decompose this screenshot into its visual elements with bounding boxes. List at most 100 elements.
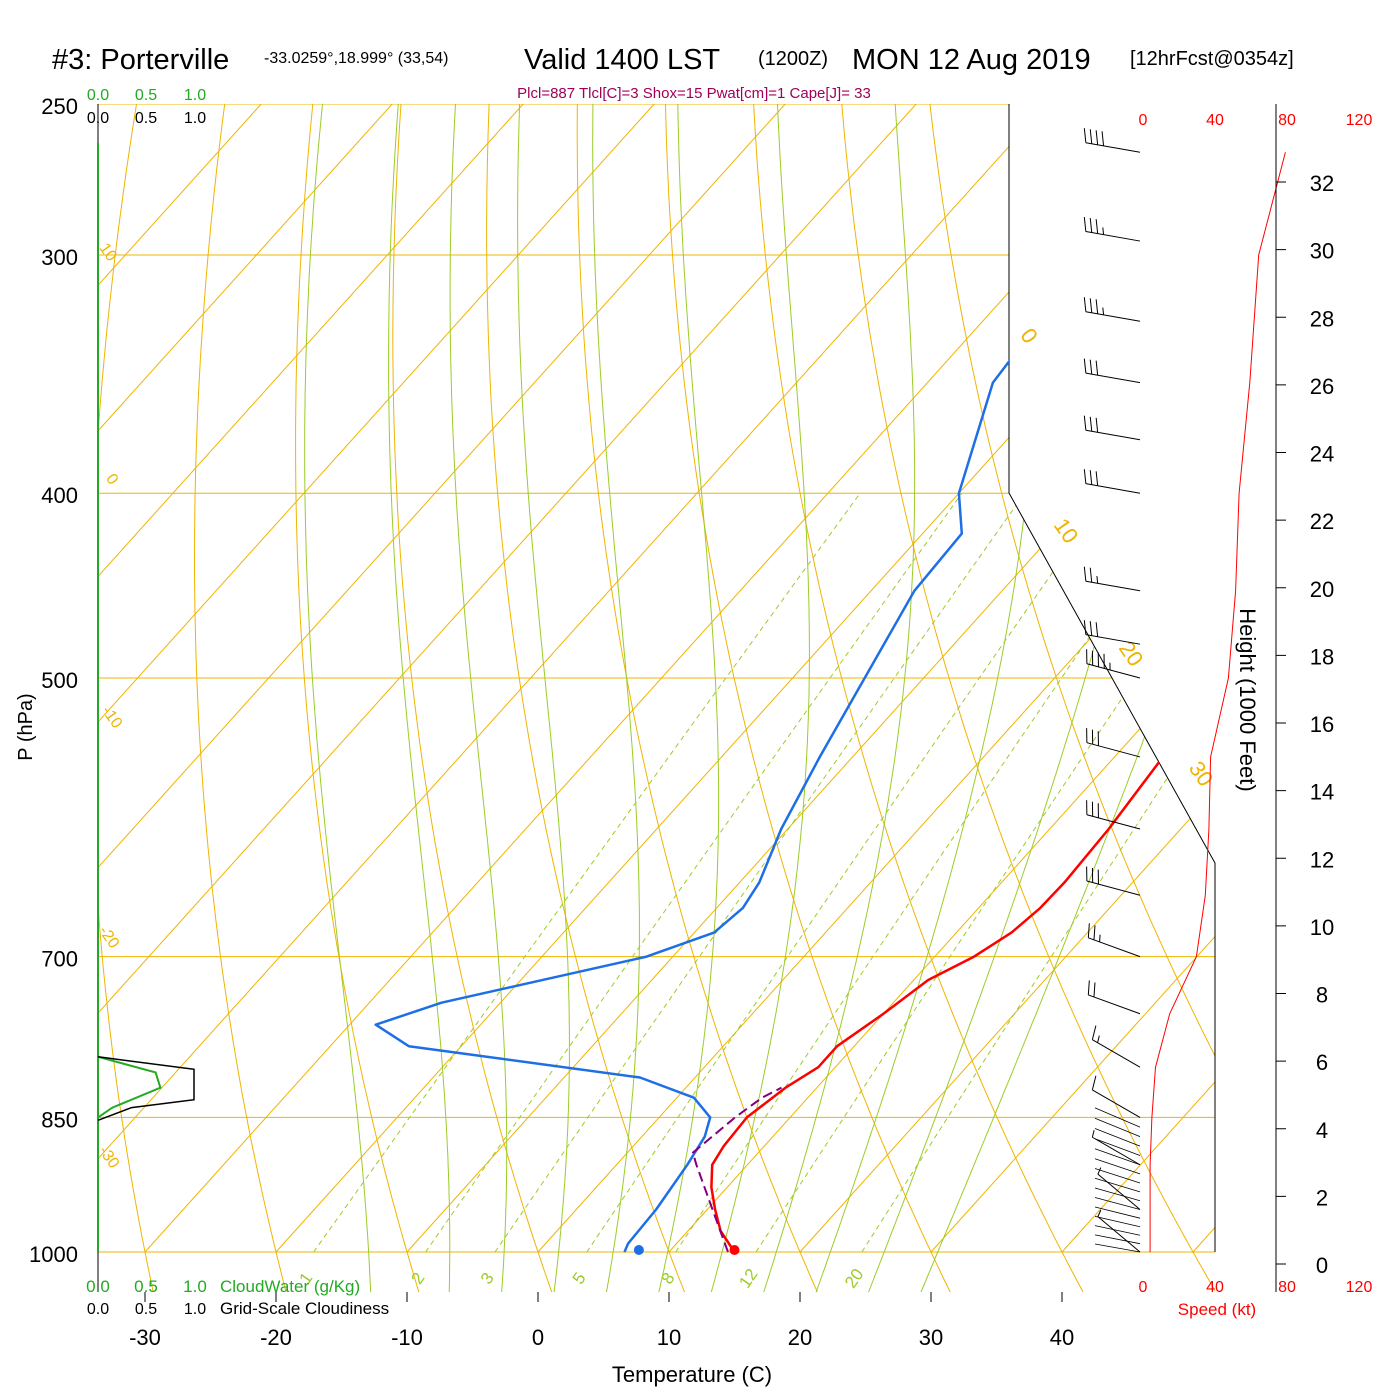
cloudiness-label: Grid-Scale Cloudiness	[220, 1299, 389, 1318]
wind-speed-profile	[1149, 152, 1286, 1252]
barb-staff-low	[1094, 1117, 1141, 1138]
dry-adiabat	[392, 104, 553, 1292]
barb-staff-low	[1094, 1215, 1141, 1228]
top-black-scale: 0.0	[87, 110, 109, 127]
dry-adiabat-label: 30	[1184, 757, 1219, 791]
height-tick-label: 14	[1310, 780, 1334, 805]
barb-full	[1095, 219, 1099, 234]
dewpoint-profile	[374, 152, 1130, 1253]
wind-barb	[1097, 1167, 1141, 1210]
barb-full	[1089, 567, 1093, 583]
wind-barb	[1083, 620, 1141, 645]
barb-staff	[1086, 814, 1141, 830]
barb-half	[1097, 1209, 1102, 1217]
barb-full	[1083, 469, 1087, 484]
dry-adiabat	[925, 104, 1215, 1292]
p-tick-label: 250	[41, 94, 78, 119]
speed-tick-top: 120	[1346, 112, 1373, 129]
isotherm-line	[406, 104, 1215, 1253]
moist-adiabat	[920, 104, 1215, 1292]
barb-full	[1083, 128, 1087, 143]
wind-barb	[1086, 728, 1141, 758]
barb-staff-low	[1094, 1168, 1141, 1184]
barb-full	[1095, 622, 1099, 637]
barb-staff	[1085, 580, 1141, 592]
parcel-profile	[691, 1086, 782, 1253]
barb-staff	[1085, 142, 1141, 153]
barb-full	[1083, 620, 1087, 635]
wind-barb	[1083, 297, 1141, 322]
barb-full	[1083, 415, 1087, 431]
dry-adiabat	[751, 104, 1084, 1292]
barb-half	[1102, 227, 1105, 235]
wind-barb	[1087, 980, 1141, 1015]
barb-full	[1083, 297, 1087, 312]
dry-adiabat	[194, 104, 287, 1292]
barb-staff	[1085, 429, 1141, 441]
barb-staff-low	[1094, 1206, 1141, 1219]
height-tick-label: 18	[1310, 644, 1334, 669]
barb-half	[1102, 307, 1105, 315]
sounding-lines	[374, 151, 1215, 1253]
barb-staff	[1085, 311, 1141, 322]
dry-adiabat-label: 0	[102, 471, 121, 488]
isotherm-line	[1324, 104, 1400, 1252]
speed-tick-bottom: 120	[1346, 1279, 1373, 1296]
barb-full	[1089, 298, 1093, 313]
barb-staff-low	[1094, 1148, 1141, 1166]
barb-full	[1089, 218, 1093, 233]
barb-full	[1089, 129, 1093, 144]
cloudwater-profile	[97, 1055, 162, 1119]
isotherm-line	[98, 104, 786, 1253]
height-tick-label: 0	[1316, 1253, 1328, 1278]
barb-staff-low	[1094, 1225, 1141, 1236]
barb-staff	[1085, 372, 1141, 384]
barb-full	[1095, 360, 1099, 376]
dry-adiabat	[664, 104, 951, 1292]
barb-full	[1083, 216, 1087, 232]
barb-staff-low	[1094, 1197, 1141, 1210]
mixing-ratio-line	[675, 492, 1189, 1253]
height-tick-label: 8	[1316, 983, 1328, 1008]
barb-staff	[1092, 1089, 1141, 1118]
barb-staff	[1086, 742, 1141, 758]
wind-barb	[1091, 1130, 1141, 1166]
wind-barb	[1086, 649, 1141, 679]
speed-tick-top: 0	[1139, 112, 1148, 129]
mixing-ratio-label: 5	[569, 1269, 590, 1288]
x-tick-label: 10	[657, 1325, 681, 1350]
height-tick-label: 10	[1310, 915, 1334, 940]
isotherm-line	[930, 104, 1215, 1253]
isotherm-line	[1192, 104, 1215, 1253]
isotherm-line	[98, 104, 655, 1253]
wind-barb	[1083, 469, 1141, 494]
bottom-black-scale: 0.5	[135, 1301, 157, 1318]
moist-adiabat	[710, 104, 810, 1292]
barb-full	[1083, 566, 1087, 582]
dry-adiabat	[1275, 70, 1400, 1292]
y2-axis-title: Height (1000 Feet)	[1235, 608, 1260, 791]
top-green-scale: 0.0	[87, 87, 109, 104]
barb-full	[1089, 359, 1093, 375]
moist-adiabat	[867, 104, 1184, 1292]
p-tick-label: 400	[41, 483, 78, 508]
moist-adiabat	[763, 104, 916, 1292]
height-tick-label: 26	[1310, 374, 1334, 399]
dry-adiabat	[1187, 104, 1215, 1292]
background-lines	[98, 70, 1400, 1292]
height-tick-label: 6	[1316, 1050, 1328, 1075]
cloudwater-label: CloudWater (g/Kg)	[220, 1277, 360, 1296]
moist-adiabat	[304, 104, 372, 1292]
barb-staff	[1088, 937, 1141, 958]
barb-full	[1095, 471, 1099, 486]
barb-full	[1095, 299, 1099, 314]
bottom-black-scale: 0.0	[87, 1301, 109, 1318]
top-black-scale: 0.5	[135, 110, 157, 127]
mixing-ratio-label: 2	[407, 1269, 428, 1288]
barb-staff	[1097, 1173, 1141, 1210]
wind-barb	[1083, 415, 1141, 441]
x-tick-label: -10	[391, 1325, 423, 1350]
mixing-ratio-label: 3	[477, 1269, 498, 1288]
dry-adiabat-label: 20	[1114, 637, 1149, 671]
temperature-profile	[710, 151, 1215, 1253]
